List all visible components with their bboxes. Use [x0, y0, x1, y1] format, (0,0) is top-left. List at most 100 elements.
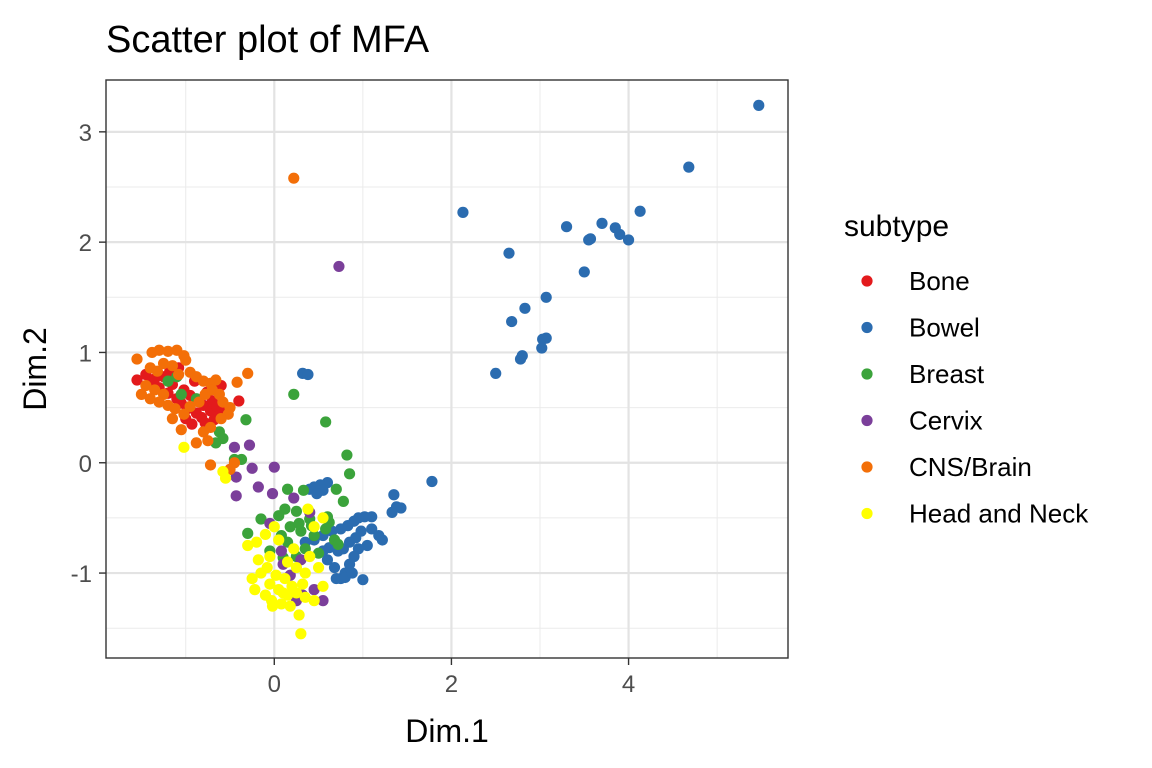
x-axis: 0 2 4: [268, 658, 635, 698]
point-cns-brain: [190, 437, 202, 449]
point-cervix: [268, 461, 280, 473]
point-bowel: [540, 291, 552, 303]
point-head-and-neck: [250, 536, 263, 548]
point-bowel: [426, 475, 438, 488]
point-breast: [332, 538, 344, 550]
legend-label-bone: Bone: [909, 266, 970, 296]
point-bowel: [583, 234, 595, 246]
point-head-and-neck: [304, 550, 316, 563]
point-bowel: [634, 205, 646, 217]
point-head-and-neck: [270, 569, 282, 581]
point-head-and-neck: [299, 591, 311, 603]
point-cns-brain: [288, 172, 300, 184]
point-cns-brain: [215, 413, 227, 425]
point-head-and-neck: [293, 609, 305, 621]
point-cervix: [317, 595, 329, 607]
point-head-and-neck: [252, 554, 264, 566]
point-bowel: [330, 572, 342, 585]
point-cns-brain: [153, 344, 165, 356]
legend-label-cervix: Cervix: [909, 406, 983, 436]
point-bowel: [355, 525, 367, 537]
point-breast: [284, 521, 296, 533]
point-breast: [343, 468, 356, 480]
plot-panel: [106, 80, 788, 658]
y-tick-label: 0: [79, 451, 92, 478]
point-cervix: [333, 260, 345, 273]
point-breast: [337, 495, 349, 507]
x-tick-label: 4: [622, 671, 635, 698]
data-points: [131, 99, 765, 640]
point-breast: [288, 388, 300, 400]
point-head-and-neck: [266, 600, 279, 612]
y-axis: -1 0 1 2 3: [71, 120, 106, 588]
point-cervix: [288, 492, 300, 504]
point-head-and-neck: [295, 628, 307, 640]
point-bowel: [346, 567, 358, 579]
point-head-and-neck: [290, 561, 303, 574]
point-cervix: [266, 488, 279, 500]
point-bowel: [490, 367, 502, 380]
point-cns-brain: [157, 357, 170, 370]
point-breast: [297, 484, 310, 496]
point-cns-brain: [193, 396, 205, 408]
point-bowel: [361, 539, 373, 552]
point-bone: [131, 374, 143, 386]
y-tick-label: 1: [79, 340, 92, 367]
point-breast: [240, 414, 252, 426]
point-head-and-neck: [317, 580, 329, 592]
point-bone: [233, 395, 245, 407]
y-tick-label: -1: [71, 561, 92, 588]
point-head-and-neck: [284, 600, 296, 612]
point-head-and-neck: [317, 512, 329, 524]
point-head-and-neck: [275, 598, 287, 610]
point-cns-brain: [175, 424, 187, 436]
x-tick-label: 2: [445, 671, 458, 698]
point-bowel: [335, 523, 347, 535]
point-cns-brain: [131, 353, 143, 365]
grid-minor: [106, 80, 788, 658]
point-head-and-neck: [219, 472, 232, 484]
point-cns-brain: [166, 413, 179, 425]
point-bowel: [683, 161, 695, 173]
point-cns-brain: [153, 396, 165, 408]
point-cns-brain: [184, 400, 196, 413]
point-cervix: [246, 462, 258, 474]
point-cervix: [228, 441, 241, 453]
point-cns-brain: [178, 408, 190, 420]
point-bowel: [388, 489, 400, 501]
legend-label-bowel: Bowel: [909, 313, 980, 343]
point-bowel: [519, 302, 531, 314]
point-cervix: [230, 471, 242, 483]
legend-key-head-and-neck: [861, 507, 873, 520]
point-bone: [186, 418, 198, 430]
point-head-and-neck: [246, 572, 258, 585]
point-head-and-neck: [288, 543, 300, 555]
point-cns-brain: [202, 435, 214, 447]
grid-major: [106, 80, 788, 658]
point-head-and-neck: [308, 521, 320, 533]
point-head-and-neck: [312, 561, 325, 574]
point-cns-brain: [197, 426, 210, 438]
legend-key-cervix: [861, 414, 873, 427]
point-head-and-neck: [281, 556, 294, 568]
point-bowel: [311, 488, 323, 500]
legend-label-head-and-neck: Head and Neck: [909, 499, 1089, 529]
point-breast: [255, 513, 267, 525]
point-bowel: [514, 353, 527, 365]
legend-label-cns-brain: CNS/Brain: [909, 452, 1032, 482]
point-bowel: [457, 206, 469, 218]
point-cns-brain: [210, 374, 222, 386]
point-head-and-neck: [255, 567, 267, 579]
point-cns-brain: [135, 388, 148, 400]
point-head-and-neck: [277, 587, 289, 599]
point-bowel: [386, 506, 398, 518]
point-bowel: [609, 222, 621, 234]
point-bowel: [622, 234, 635, 246]
point-breast: [162, 375, 174, 387]
point-bowel: [302, 368, 314, 381]
point-bowel: [578, 266, 590, 278]
point-cervix: [252, 481, 264, 493]
point-cervix: [275, 545, 287, 557]
point-head-and-neck: [308, 595, 320, 607]
